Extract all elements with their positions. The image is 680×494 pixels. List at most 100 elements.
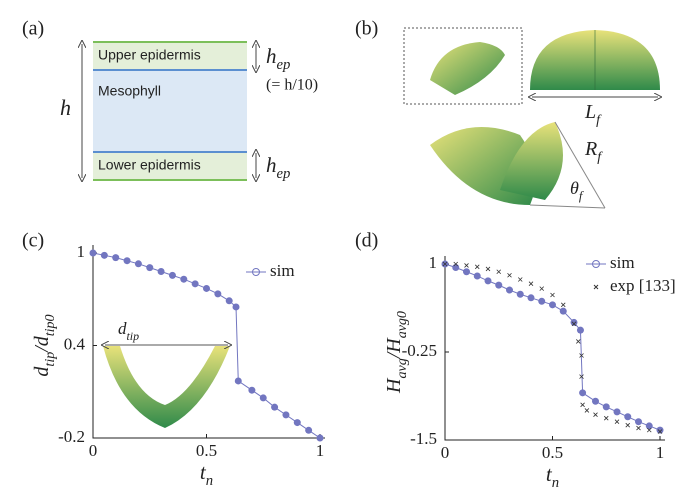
marker [614,419,620,424]
marker [507,272,512,278]
marker [168,271,176,279]
inset [103,346,230,428]
marker [559,307,567,315]
marker [203,284,210,292]
marker [516,290,524,298]
layer-label: Upper epidermis [98,47,201,63]
marker [225,297,233,305]
legend-label: exp [133] [610,276,676,295]
legend-marker [252,268,260,276]
upper-layer [93,42,247,70]
marker [635,418,642,426]
leaf-right [500,122,563,200]
text-part: n [206,473,213,489]
text-part: n [552,475,559,491]
marker [495,281,503,289]
marker [214,290,222,298]
marker [592,397,599,405]
series-line [92,252,321,439]
panel-a: (a) Upper epidermis Mesophyll Lower epid… [22,18,318,183]
text-part: h [266,44,277,68]
text-part: avg [395,358,410,378]
text-part: f [597,150,603,165]
marker [463,268,470,276]
marker [271,403,279,411]
marker [580,402,585,408]
legend-marker [593,284,599,290]
text-part: /H [383,337,405,360]
angle-label: θf [570,178,584,203]
radius-label: Rf [584,138,603,165]
legend-label: sim [270,261,295,280]
panel-label: (b) [355,18,378,40]
marker [305,426,313,434]
marker [576,339,581,344]
layer-label: Mesophyll [98,83,161,99]
marker [560,302,566,308]
marker [593,412,598,417]
marker [579,353,584,358]
marker [180,275,188,283]
marker [234,377,242,385]
text-part: ep [277,57,291,73]
marker [571,321,577,327]
text-part: d [118,319,127,338]
x-tick-label: 1 [316,441,325,460]
text-part: d [31,366,53,377]
marker [316,434,324,442]
panel-label: (d) [355,230,378,252]
x-tick-label: 1 [656,443,665,462]
x-tick-label: 0 [89,441,98,460]
text-part: tip [43,352,58,367]
text-part: H [383,377,405,394]
marker [157,268,165,275]
text-part: avg0 [395,311,410,338]
y-axis-label: Havg/Havg0 [383,311,410,394]
x-axis-label: tn [200,460,213,490]
text-part: /d [31,335,53,353]
marker [146,264,154,272]
length-label: Lf [584,101,602,128]
x-axis-label: tn [546,462,559,492]
marker [259,394,267,402]
y-tick-label: -1.5 [410,429,437,448]
marker [550,292,555,298]
marker [496,269,502,275]
marker [506,286,513,294]
inset-label: dtip [118,319,139,343]
legend-label: sim [610,253,635,272]
marker [452,264,460,272]
marker [123,257,131,265]
panel-b: (b) Lf Rf θf [355,18,660,209]
marker [528,281,534,286]
marker [517,277,523,282]
x-tick-label: 0 [441,443,450,462]
marker [442,261,448,267]
text-part: t [200,460,207,484]
text-part: tip0 [43,314,58,336]
marker [656,426,664,434]
photo [430,42,505,95]
y-tick-label: 1 [77,242,86,261]
y-tick-label: -0.2 [58,427,85,446]
h-label: h [60,95,71,120]
marker [625,422,631,428]
marker [570,318,578,326]
text-part: θ [570,178,579,198]
hep-label: hep [266,44,290,74]
marker [539,286,545,291]
y-tick-label: 1 [429,253,438,272]
marker [549,301,556,309]
marker [464,263,469,268]
marker [134,260,142,268]
marker [248,386,256,394]
marker [603,415,609,421]
layer-label: Lower epidermis [98,157,201,173]
marker [191,280,199,288]
text-part: h [266,153,277,177]
marker [453,261,459,267]
panel-label: (c) [22,230,44,252]
marker [538,297,546,305]
marker [485,266,491,272]
